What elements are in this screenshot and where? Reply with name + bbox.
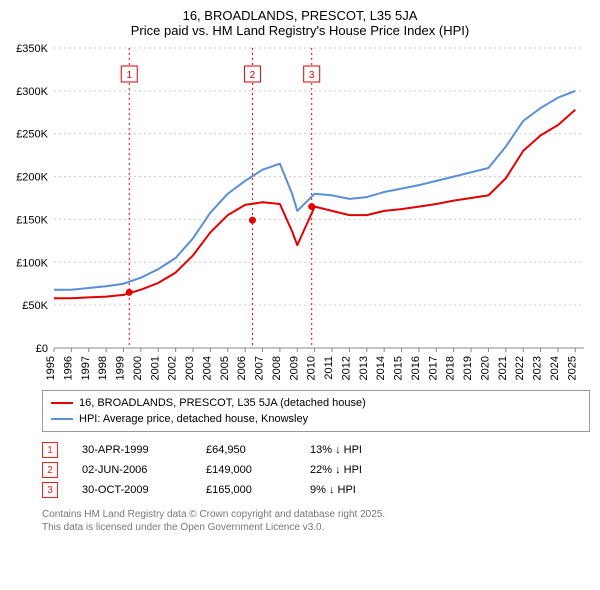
sale-price-2: £149,000 [206,464,306,476]
svg-text:£50K: £50K [22,300,48,312]
title-line1: 16, BROADLANDS, PRESCOT, L35 5JA [10,8,590,23]
footer-line1: Contains HM Land Registry data © Crown c… [42,508,590,521]
svg-text:2024: 2024 [549,356,561,380]
page-container: 16, BROADLANDS, PRESCOT, L35 5JA Price p… [0,0,600,590]
legend-swatch-price-paid [51,402,73,404]
svg-text:£250K: £250K [16,129,48,141]
svg-text:1995: 1995 [45,356,57,380]
svg-text:£0: £0 [36,343,48,355]
svg-text:2008: 2008 [271,356,283,380]
svg-text:2019: 2019 [462,356,474,380]
sale-diff-2: 22% ↓ HPI [310,464,420,476]
svg-text:2009: 2009 [288,356,300,380]
title-line2: Price paid vs. HM Land Registry's House … [10,23,590,38]
svg-text:1999: 1999 [115,356,127,380]
chart-area: £0 £50K £100K £150K £200K £250K £300K £350K 1995… [10,44,590,384]
svg-text:2004: 2004 [201,356,213,380]
sales-table: 1 30-APR-1999 £64,950 13% ↓ HPI 2 02-JUN… [42,442,590,502]
svg-text:2012: 2012 [340,356,352,380]
svg-text:2006: 2006 [236,356,248,380]
sale-price-3: £165,000 [206,484,306,496]
legend-item-price-paid: 16, BROADLANDS, PRESCOT, L35 5JA (detach… [51,395,581,411]
svg-text:2010: 2010 [306,356,318,380]
svg-text:2001: 2001 [149,356,161,380]
svg-text:£300K: £300K [16,86,48,98]
svg-text:2005: 2005 [219,356,231,380]
svg-text:2015: 2015 [393,356,405,380]
sale-marker-2: 2 [42,462,58,478]
svg-text:2000: 2000 [132,356,144,380]
svg-text:1997: 1997 [80,356,92,380]
legend-box: 16, BROADLANDS, PRESCOT, L35 5JA (detach… [42,390,590,432]
svg-text:3: 3 [309,70,315,81]
sales-row-2: 2 02-JUN-2006 £149,000 22% ↓ HPI [42,462,590,478]
footer-attribution: Contains HM Land Registry data © Crown c… [42,508,590,534]
footer-line2: This data is licensed under the Open Gov… [42,521,590,534]
svg-text:2013: 2013 [358,356,370,380]
sale-marker-1: 1 [42,442,58,458]
svg-text:2: 2 [250,70,256,81]
sale-date-3: 30-OCT-2009 [82,484,202,496]
svg-text:2011: 2011 [323,356,335,380]
sale-diff-3: 9% ↓ HPI [310,484,420,496]
sale-marker-3: 3 [42,482,58,498]
svg-text:2007: 2007 [254,356,266,380]
svg-text:£150K: £150K [16,214,48,226]
svg-text:£350K: £350K [16,44,48,55]
svg-text:2017: 2017 [427,356,439,380]
svg-text:2020: 2020 [479,356,491,380]
sales-row-1: 1 30-APR-1999 £64,950 13% ↓ HPI [42,442,590,458]
svg-text:2021: 2021 [497,356,509,380]
sale-price-1: £64,950 [206,444,306,456]
svg-text:2014: 2014 [375,356,387,380]
sale-date-1: 30-APR-1999 [82,444,202,456]
svg-text:2016: 2016 [410,356,422,380]
svg-text:£100K: £100K [16,257,48,269]
legend-swatch-hpi [51,418,73,420]
svg-text:1998: 1998 [97,356,109,380]
legend-item-hpi: HPI: Average price, detached house, Know… [51,411,581,427]
legend-label-hpi: HPI: Average price, detached house, Know… [79,411,308,427]
svg-text:2002: 2002 [167,356,179,380]
sale-date-2: 02-JUN-2006 [82,464,202,476]
chart-title-block: 16, BROADLANDS, PRESCOT, L35 5JA Price p… [10,8,590,38]
svg-text:2025: 2025 [566,356,578,380]
svg-text:2003: 2003 [184,356,196,380]
svg-text:2022: 2022 [514,356,526,380]
svg-text:£200K: £200K [16,172,48,184]
sale-diff-1: 13% ↓ HPI [310,444,420,456]
sales-row-3: 3 30-OCT-2009 £165,000 9% ↓ HPI [42,482,590,498]
line-chart-svg: £0 £50K £100K £150K £200K £250K £300K £350K 1995… [10,44,590,384]
svg-text:1996: 1996 [62,356,74,380]
legend-label-price-paid: 16, BROADLANDS, PRESCOT, L35 5JA (detach… [79,395,366,411]
svg-text:2023: 2023 [532,356,544,380]
svg-text:2018: 2018 [445,356,457,380]
svg-text:1: 1 [126,70,132,81]
